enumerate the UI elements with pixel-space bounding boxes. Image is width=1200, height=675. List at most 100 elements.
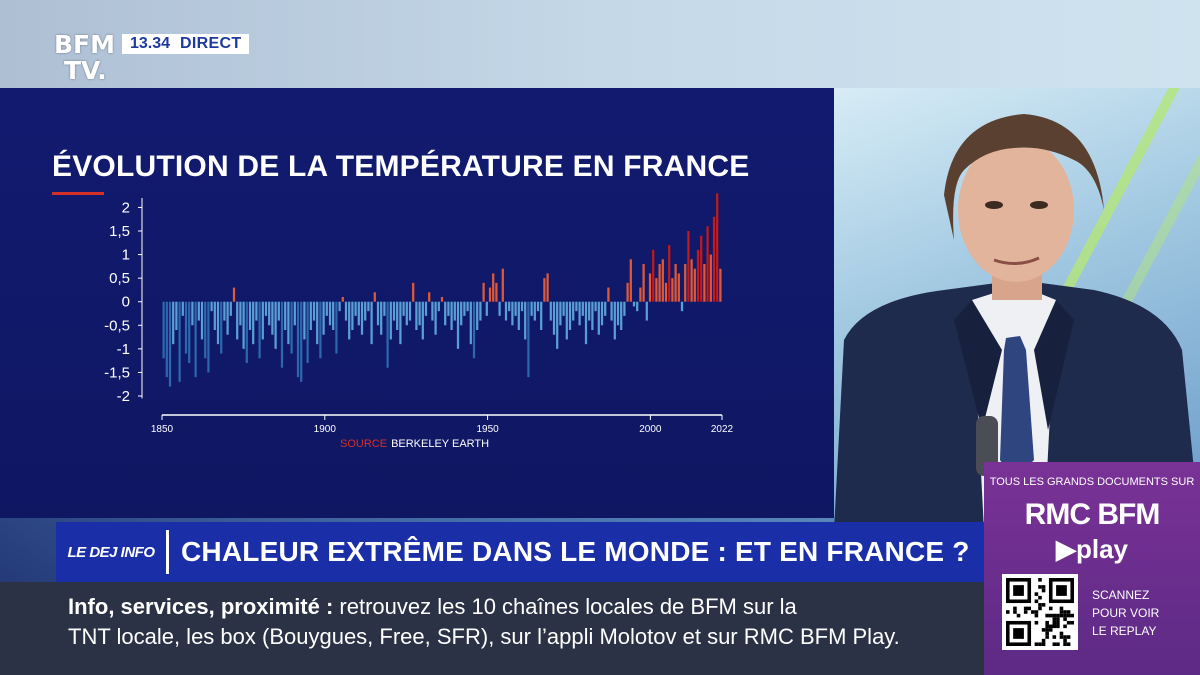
temperature-bar — [693, 268, 696, 302]
temperature-bar — [530, 301, 533, 316]
temperature-bar — [594, 301, 597, 312]
temperature-bar — [677, 273, 680, 302]
y-tick-label: 0,5 — [109, 270, 130, 287]
temperature-bar — [440, 297, 444, 302]
temperature-bar — [514, 301, 517, 316]
y-tick-label: -1 — [117, 341, 130, 358]
temperature-bar — [536, 301, 540, 312]
temperature-bar — [239, 301, 242, 326]
temperature-bar — [261, 301, 264, 340]
chart-title: ÉVOLUTION DE LA TEMPÉRATURE EN FRANCE — [52, 150, 750, 183]
temperature-bar — [229, 301, 232, 316]
temperature-bar — [578, 301, 581, 326]
clock-time: 13.34 — [130, 35, 171, 52]
temperature-bar — [328, 301, 332, 326]
temperature-bar — [706, 226, 709, 302]
temperature-bar — [207, 301, 210, 373]
temperature-bar — [613, 301, 616, 340]
temperature-bar — [524, 301, 527, 340]
temperature-bar — [623, 301, 626, 316]
temperature-bar — [437, 301, 440, 312]
temperature-bar — [472, 301, 476, 359]
live-clock: 13.34 DIRECT — [122, 34, 250, 54]
source-label: SOURCE — [340, 438, 388, 450]
temperature-bar — [248, 301, 252, 330]
x-tick-label: 2022 — [711, 424, 734, 435]
temperature-bar — [453, 301, 456, 321]
temperature-bar — [200, 301, 204, 340]
headline: CHALEUR EXTRÊME DANS LE MONDE : ET EN FR… — [181, 536, 970, 567]
temperature-bar — [332, 301, 335, 330]
temperature-bar — [568, 301, 572, 330]
temperature-bar — [364, 301, 367, 321]
temperature-bar — [370, 301, 373, 345]
temperature-bar — [476, 301, 479, 330]
temperature-bar — [226, 301, 229, 335]
temperature-bar — [335, 301, 338, 354]
qr-code-icon[interactable] — [1002, 574, 1078, 650]
temperature-bar — [277, 301, 280, 321]
temperature-bar — [168, 301, 172, 387]
ticker-line1-text: retrouvez les 10 chaînes locales de BFM … — [333, 594, 797, 619]
ticker-line1: Info, services, proximité : retrouvez le… — [68, 594, 797, 620]
temperature-bar — [405, 301, 408, 326]
temperature-bar — [322, 301, 325, 335]
temperature-bar — [604, 301, 607, 316]
temperature-bar — [495, 282, 498, 302]
temperature-bar — [504, 301, 508, 321]
temperature-bar — [540, 301, 543, 330]
temperature-bar — [431, 301, 434, 321]
temperature-bar — [348, 301, 351, 340]
temperature-bar — [415, 301, 418, 330]
temperature-bar — [197, 301, 200, 321]
temperature-bar — [543, 278, 546, 302]
temperature-chart: 2 1,5 1 0,5 0 -0,5 -1 -1,5 -2 1850 1900 1950 2000 202… — [104, 193, 734, 435]
temperature-bar — [645, 301, 648, 321]
temperature-bar — [498, 301, 501, 316]
temperature-bar — [204, 301, 207, 359]
temperature-bar — [620, 301, 623, 330]
temperature-bar — [584, 301, 588, 345]
temperature-bar — [696, 249, 700, 302]
y-tick-label: 1,5 — [109, 223, 130, 240]
temperature-bar — [581, 301, 584, 316]
x-tick-label: 1850 — [151, 424, 174, 435]
temperature-bar — [293, 301, 296, 326]
temperature-bar — [242, 301, 245, 349]
temperature-bar — [556, 301, 559, 349]
temperature-bar — [360, 301, 364, 335]
temperature-bar — [485, 301, 488, 316]
temperature-bar — [178, 301, 181, 382]
temperature-bar — [447, 301, 450, 316]
temperature-bar — [344, 301, 348, 321]
temperature-bar — [354, 301, 357, 316]
temperature-bar — [373, 292, 376, 302]
temperature-bar — [616, 301, 620, 326]
temperature-bar — [642, 264, 645, 302]
temperature-bar — [575, 301, 578, 312]
temperature-bar — [661, 259, 664, 302]
temperature-bar — [264, 301, 268, 316]
temperature-bar — [181, 301, 184, 316]
temperature-bar — [456, 301, 460, 349]
temperature-bar — [488, 287, 492, 302]
temperature-bar — [312, 301, 316, 321]
temperature-bar — [533, 301, 536, 321]
bfmtv-logo: BFM TV. — [54, 32, 116, 84]
temperature-bar — [232, 287, 236, 302]
temperature-bar — [418, 301, 421, 326]
lower-third: LE DEJ INFO CHALEUR EXTRÊME DANS LE MOND… — [56, 522, 984, 582]
chart-panel: ÉVOLUTION DE LA TEMPÉRATURE EN FRANCE 2 1… — [0, 88, 834, 518]
temperature-bar — [284, 301, 287, 330]
temperature-bar — [188, 301, 191, 363]
temperature-bar — [351, 301, 354, 330]
temperature-bar — [184, 301, 188, 354]
scan-line-1: SCANNEZ — [1092, 588, 1150, 602]
temperature-bar — [610, 301, 613, 321]
temperature-bar — [629, 259, 632, 302]
rmc-bfm-play-promo: TOUS LES GRANDS DOCUMENTS SUR RMC BFM ▶p… — [984, 462, 1200, 675]
temperature-bar — [271, 301, 274, 335]
temperature-bar — [316, 301, 319, 345]
temperature-bar — [194, 301, 197, 378]
temperature-bar — [450, 301, 453, 330]
